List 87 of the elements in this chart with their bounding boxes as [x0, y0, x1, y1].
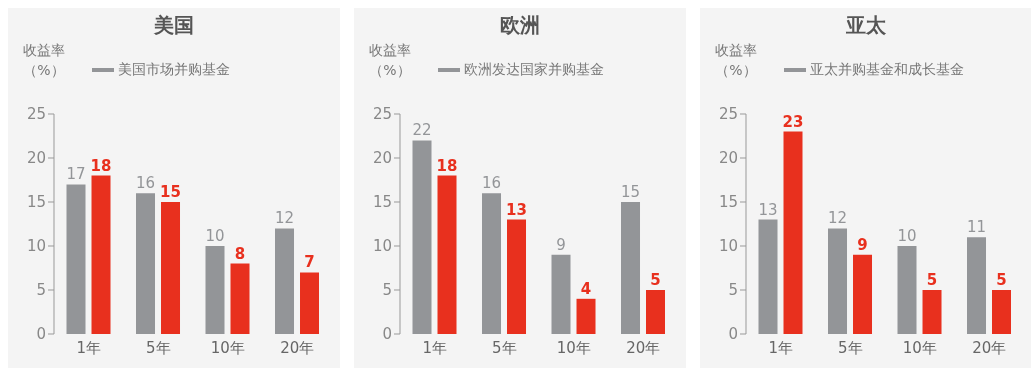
x-tick-label: 5年 [491, 338, 517, 357]
y-tick-label: 0 [36, 325, 46, 344]
bar [758, 219, 778, 334]
data-label: 8 [234, 244, 246, 263]
data-label: 7 [304, 253, 315, 272]
data-label: 22 [412, 121, 432, 140]
data-label: 9 [857, 235, 868, 254]
x-tick-label: 1年 [76, 338, 102, 357]
y-tick-label: 5 [728, 281, 738, 300]
bar [91, 175, 111, 334]
data-label: 18 [436, 156, 458, 175]
data-label: 16 [481, 174, 502, 193]
bar [300, 272, 320, 334]
bar [576, 298, 596, 334]
chart-title: 亚太 [845, 12, 887, 39]
bar [412, 140, 432, 334]
x-tick-label: 10年 [210, 338, 245, 357]
data-label: 12 [274, 209, 295, 228]
bar [437, 175, 457, 334]
data-label: 13 [506, 200, 527, 219]
y-tick-label: 15 [372, 193, 392, 212]
data-label: 13 [758, 200, 778, 219]
data-label: 4 [580, 279, 592, 298]
bar [828, 228, 848, 334]
data-label: 16 [135, 174, 156, 193]
y-axis-title: 收益率（%） [22, 41, 66, 80]
x-tick-label: 10年 [902, 338, 937, 357]
bar [922, 290, 942, 334]
x-tick-label: 20年 [626, 338, 661, 357]
y-tick-label: 15 [718, 193, 738, 212]
y-tick-label: 0 [728, 325, 738, 344]
bar [205, 246, 225, 334]
bar [275, 228, 295, 334]
bar [992, 290, 1012, 334]
data-label: 15 [620, 183, 641, 201]
bar [482, 193, 502, 334]
chart-title: 欧洲 [499, 12, 541, 39]
data-label: 17 [66, 165, 86, 184]
bar [646, 290, 666, 334]
x-tick-label: 5年 [145, 338, 171, 357]
bar [230, 263, 250, 334]
y-tick-label: 15 [26, 193, 46, 212]
x-tick-label: 10年 [556, 338, 591, 357]
bar [551, 254, 571, 334]
y-tick-label: 10 [372, 237, 392, 256]
bar [853, 254, 873, 334]
bar [783, 131, 803, 334]
y-axis-title: 收益率（%） [714, 41, 758, 80]
data-label: 5 [926, 271, 938, 289]
data-label: 10 [205, 227, 225, 245]
bar [897, 246, 917, 334]
data-label: 10 [897, 227, 917, 245]
legend-label: 欧洲发达国家并购基金 [464, 61, 604, 79]
y-tick-label: 5 [382, 281, 392, 300]
y-tick-label: 20 [718, 149, 738, 168]
y-axis-title: 收益率（%） [368, 41, 412, 80]
data-label: 23 [782, 112, 804, 131]
y-tick-label: 0 [382, 325, 392, 344]
data-label: 5 [650, 271, 661, 289]
bar [507, 219, 527, 334]
chart-title: 美国 [153, 12, 195, 39]
bar [161, 202, 181, 334]
y-tick-label: 5 [36, 281, 46, 300]
y-tick-label: 25 [372, 105, 392, 124]
x-tick-label: 1年 [768, 338, 794, 357]
data-label: 12 [827, 209, 848, 228]
x-tick-label: 20年 [972, 338, 1007, 357]
bar [66, 184, 86, 334]
data-label: 5 [996, 271, 1007, 289]
data-label: 15 [160, 183, 181, 201]
y-tick-label: 10 [26, 237, 46, 256]
y-tick-label: 25 [718, 105, 738, 124]
data-label: 11 [966, 218, 987, 237]
x-tick-label: 20年 [280, 338, 315, 357]
y-tick-label: 20 [372, 149, 392, 168]
bar [621, 202, 641, 334]
y-tick-label: 20 [26, 149, 46, 168]
bar [136, 193, 156, 334]
data-label: 9 [556, 235, 566, 254]
data-label: 18 [90, 156, 112, 175]
legend-label: 亚太并购基金和成长基金 [810, 61, 964, 79]
x-tick-label: 5年 [837, 338, 863, 357]
legend-label: 美国市场并购基金 [118, 61, 230, 79]
y-tick-label: 25 [26, 105, 46, 124]
x-tick-label: 1年 [422, 338, 448, 357]
bar [967, 237, 987, 334]
y-tick-label: 10 [718, 237, 738, 256]
